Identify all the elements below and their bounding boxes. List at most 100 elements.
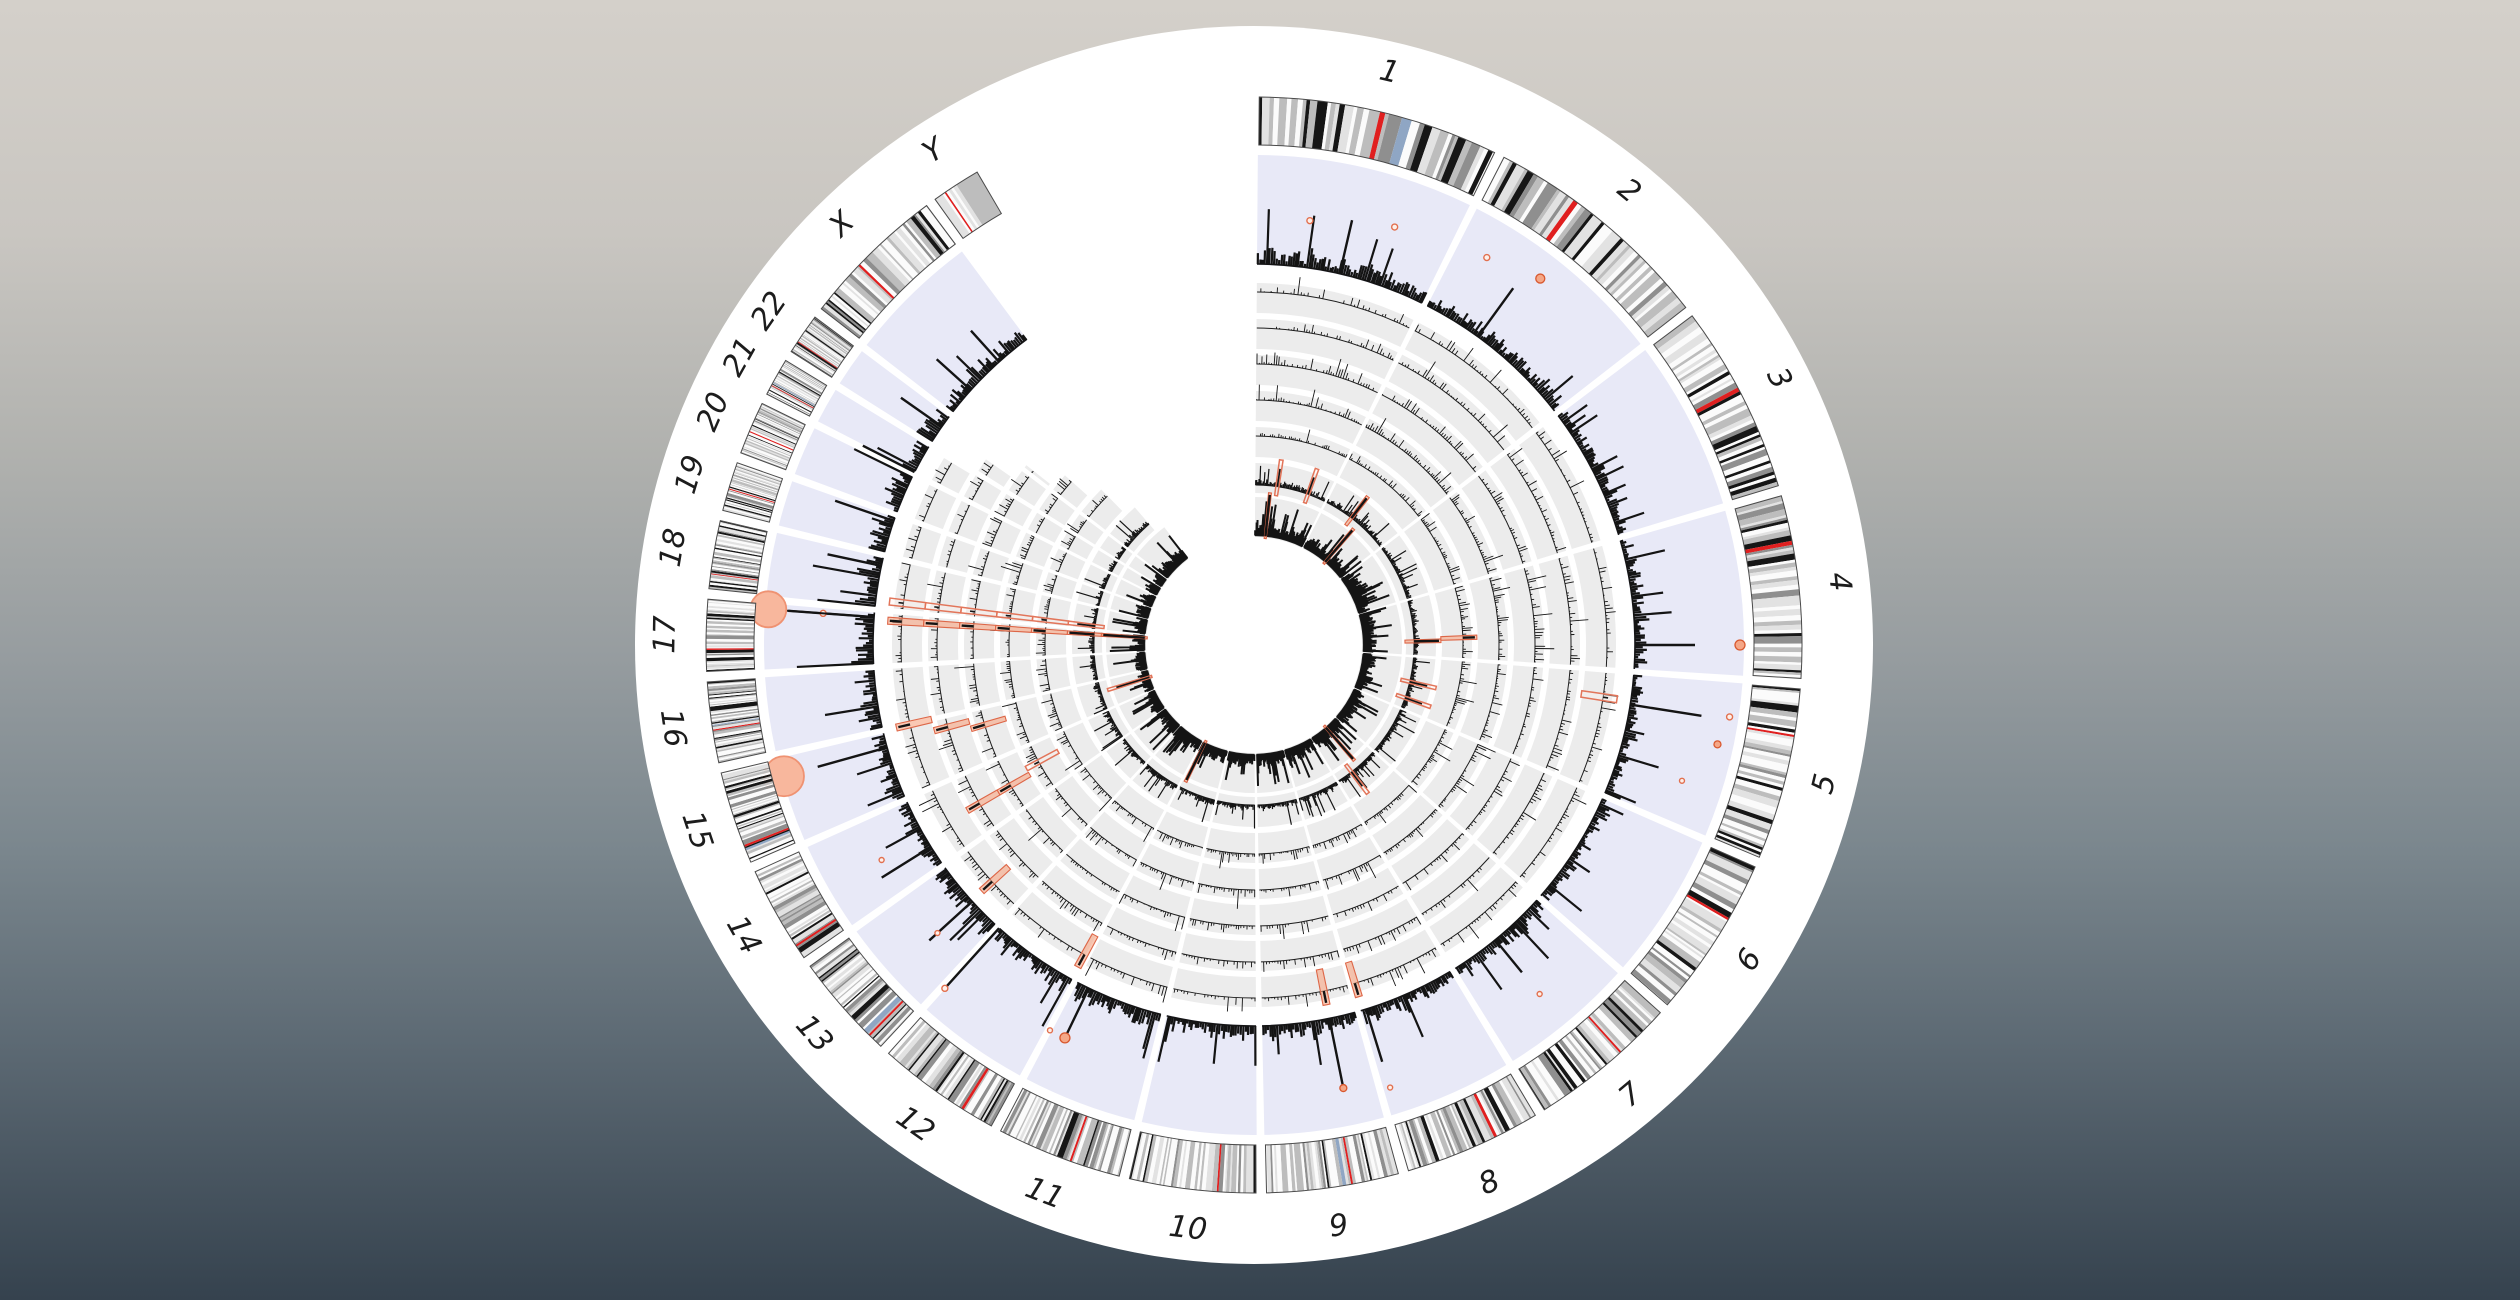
track-7-bars-chr-16	[1113, 651, 1148, 671]
track-5-bars-chr-19	[1043, 575, 1057, 592]
cytoband-20-35	[757, 412, 802, 434]
cytoband-6-33	[1638, 962, 1678, 996]
cytoband-1-10	[1305, 99, 1318, 149]
cytoband-22-5	[794, 345, 836, 374]
lavender-histogram-chr-X	[945, 332, 1028, 412]
track-2-baseline-chr-9	[1260, 950, 1338, 963]
track-1-baseline-chr-3	[1535, 432, 1593, 543]
cytoband-6-12	[1685, 896, 1728, 923]
track-3-bars-chr-20	[982, 517, 1002, 547]
track-1-bars-chr-2	[1414, 324, 1531, 424]
cytoband-11-43	[1000, 1088, 1025, 1132]
cytoband-5-19	[1740, 754, 1789, 773]
track-4-sector-chr-14	[1022, 737, 1071, 791]
cytoband-20-10	[745, 439, 791, 460]
cytoband-14-29	[761, 864, 807, 890]
ideogram-border-chr-1	[1258, 96, 1496, 197]
cytoband-9-14	[1344, 1136, 1357, 1184]
ideogram-border-chr-18	[708, 519, 768, 595]
cytoband-22-27	[807, 327, 847, 356]
cytoband-15-27	[730, 793, 777, 810]
track-7-bars-chr-4	[1359, 606, 1392, 653]
cytoband-19-36	[734, 468, 781, 486]
cytoband-11-15	[1071, 1116, 1089, 1163]
cytoband-X-5	[828, 296, 869, 330]
cytoband-10-37	[1132, 1132, 1147, 1181]
cytoband-3-41	[1729, 474, 1776, 493]
track-7-bars-chr-X	[1151, 535, 1189, 579]
cytoband-19-31	[733, 473, 779, 490]
cytoband-16-16	[712, 723, 761, 733]
cytoband-3-7	[1674, 349, 1718, 378]
cytoband-18-34	[717, 530, 766, 542]
track-1-bars-chr-14	[918, 793, 963, 846]
cytoband-8-22	[1445, 1105, 1468, 1152]
cytoband-X-37	[917, 210, 950, 251]
track-6-sector-chr-2	[1323, 482, 1398, 552]
cytoband-8-20	[1450, 1104, 1472, 1149]
track-5-bars-chr-5	[1447, 661, 1477, 724]
cytoband-7-6	[1607, 996, 1644, 1033]
cytoband-X-21	[866, 251, 906, 292]
track-2-baseline-chr-10	[1181, 953, 1256, 963]
track-3-bars-chr-11	[1118, 893, 1186, 932]
cytoband-20-6	[742, 446, 789, 465]
cytoband-15-31	[727, 783, 774, 798]
track-1-bars-chr-18	[899, 562, 911, 609]
cytoband-15-5	[745, 830, 791, 851]
cytoband-5-25	[1735, 775, 1784, 791]
track-4-baseline-chr-6	[1438, 743, 1479, 807]
cytoband-3-39	[1726, 466, 1774, 487]
cytoband-16-5	[716, 741, 764, 753]
cytoband-13-19	[841, 974, 879, 1008]
cytoband-18-30	[716, 536, 764, 548]
cytoband-11-18	[1066, 1114, 1085, 1161]
cytoband-22-14	[799, 338, 840, 367]
cytoband-X-31	[902, 223, 935, 262]
lavender-histogram-chr-20	[853, 448, 913, 513]
cytoband-14-13	[781, 898, 825, 926]
cytoband-8-35	[1412, 1118, 1430, 1165]
cytoband-13-22	[836, 968, 874, 1001]
ideogram-chr-17	[705, 598, 757, 672]
track-4-bars-chr-19	[1000, 562, 1023, 586]
cytoband-14-12	[783, 900, 827, 930]
track-3-bars-chr-X	[1031, 471, 1033, 473]
cytoband-15-33	[725, 778, 773, 795]
cytoband-16-18	[712, 719, 760, 730]
lavender-baseline-chr-8	[1360, 970, 1451, 1012]
cytoband-16-0	[718, 750, 766, 763]
track-7	[1106, 497, 1403, 794]
track-2-sector-chr-8	[1336, 898, 1422, 958]
cytoband-13-24	[831, 963, 872, 998]
track-1-baseline-chr-10	[1173, 988, 1256, 999]
cytoband-8-7	[1483, 1087, 1511, 1132]
cytoband-1-39	[1472, 151, 1495, 196]
cytoband-21-15	[773, 380, 817, 405]
track-1-sector-chr-4	[1573, 545, 1617, 668]
track-7-bars-chr-6	[1336, 688, 1379, 733]
track-2-bars-chr-7	[1422, 867, 1482, 916]
cytoband-17-1	[706, 666, 755, 670]
track-1-sector-chr-1	[1256, 283, 1414, 347]
chromosome-label-4: 4	[1821, 571, 1858, 594]
cytoband-15-32	[726, 781, 774, 797]
cytoband-15-41	[721, 763, 770, 780]
cytoband-22-32	[810, 323, 850, 352]
cytoband-17-27	[706, 617, 755, 622]
cytoband-19-34	[733, 470, 780, 488]
cytoband-17-22	[706, 628, 755, 631]
cytoband-20-4	[742, 448, 788, 467]
cytoband-21-19	[775, 376, 819, 401]
cytoband-7-11	[1590, 1012, 1626, 1051]
cytoband-15-24	[731, 796, 779, 813]
cytoband-11-37	[1016, 1095, 1040, 1140]
scatter-dot-13	[941, 984, 949, 993]
lavender-baseline-chr-1	[1256, 263, 1423, 304]
cytoband-7-10	[1593, 1007, 1632, 1048]
track-5-bars-chr-21	[1061, 530, 1076, 550]
cytoband-X-28	[893, 230, 928, 269]
cytoband-22-19	[802, 334, 843, 362]
cytoband-3-10	[1679, 356, 1722, 384]
cytoband-Y-3	[945, 190, 976, 232]
